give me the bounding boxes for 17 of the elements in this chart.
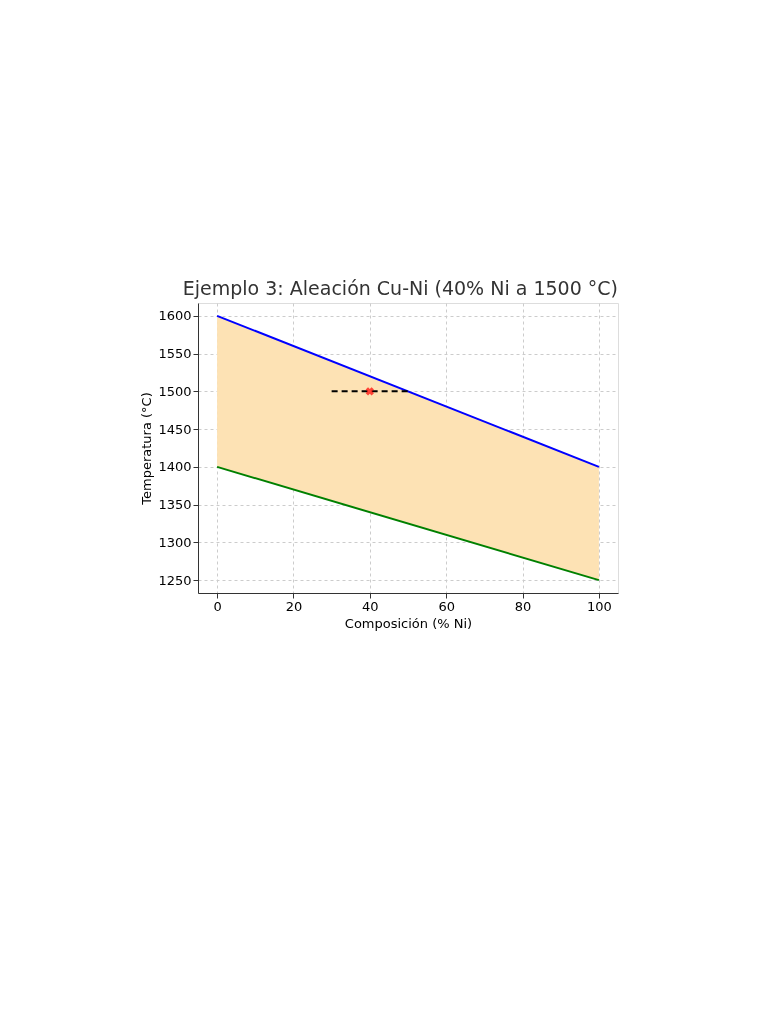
y-tick-label: 1550 <box>158 346 192 362</box>
x-tick-label: 40 <box>362 598 379 614</box>
y-axis-title: Temperatura (°C) <box>139 392 155 506</box>
x-tick-label: 100 <box>586 598 612 614</box>
y-tick-label: 1450 <box>158 421 192 437</box>
chart-title: Ejemplo 3: Aleación Cu-Ni (40% Ni a 1500 °C) <box>182 277 618 299</box>
x-tick-label: 20 <box>285 598 303 614</box>
y-tick-label: 1350 <box>158 497 192 513</box>
x-tick-label: 60 <box>438 598 455 614</box>
y-tick-label: 1300 <box>158 534 192 550</box>
y-tick-label: 1600 <box>158 308 192 324</box>
y-tick-label: 1250 <box>158 572 192 588</box>
y-tick-label: 1400 <box>158 459 192 475</box>
x-axis-title: Composición (% Ni) <box>344 615 473 631</box>
x-tick-label: 80 <box>514 598 532 614</box>
y-tick-label: 1500 <box>158 383 192 399</box>
x-tick-label: 0 <box>213 598 222 614</box>
